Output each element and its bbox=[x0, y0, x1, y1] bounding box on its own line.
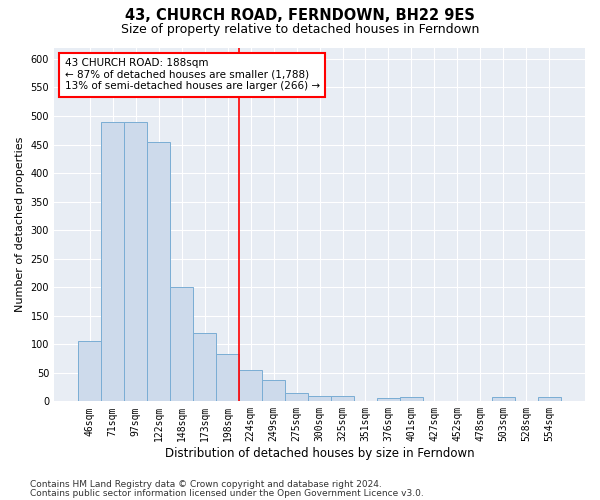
Bar bbox=[377, 398, 400, 402]
Text: Contains public sector information licensed under the Open Government Licence v3: Contains public sector information licen… bbox=[30, 489, 424, 498]
Bar bbox=[331, 396, 354, 402]
Bar bbox=[308, 396, 331, 402]
Bar bbox=[239, 370, 262, 402]
Text: 43 CHURCH ROAD: 188sqm
← 87% of detached houses are smaller (1,788)
13% of semi-: 43 CHURCH ROAD: 188sqm ← 87% of detached… bbox=[65, 58, 320, 92]
X-axis label: Distribution of detached houses by size in Ferndown: Distribution of detached houses by size … bbox=[165, 447, 475, 460]
Bar bbox=[170, 287, 193, 402]
Y-axis label: Number of detached properties: Number of detached properties bbox=[15, 136, 25, 312]
Text: Size of property relative to detached houses in Ferndown: Size of property relative to detached ho… bbox=[121, 22, 479, 36]
Bar bbox=[124, 122, 147, 402]
Text: Contains HM Land Registry data © Crown copyright and database right 2024.: Contains HM Land Registry data © Crown c… bbox=[30, 480, 382, 489]
Bar bbox=[193, 333, 216, 402]
Bar bbox=[538, 398, 561, 402]
Bar bbox=[262, 380, 285, 402]
Bar bbox=[285, 393, 308, 402]
Bar bbox=[216, 354, 239, 402]
Bar bbox=[101, 122, 124, 402]
Bar bbox=[147, 142, 170, 402]
Bar bbox=[400, 398, 423, 402]
Bar bbox=[492, 398, 515, 402]
Text: 43, CHURCH ROAD, FERNDOWN, BH22 9ES: 43, CHURCH ROAD, FERNDOWN, BH22 9ES bbox=[125, 8, 475, 22]
Bar bbox=[78, 342, 101, 402]
